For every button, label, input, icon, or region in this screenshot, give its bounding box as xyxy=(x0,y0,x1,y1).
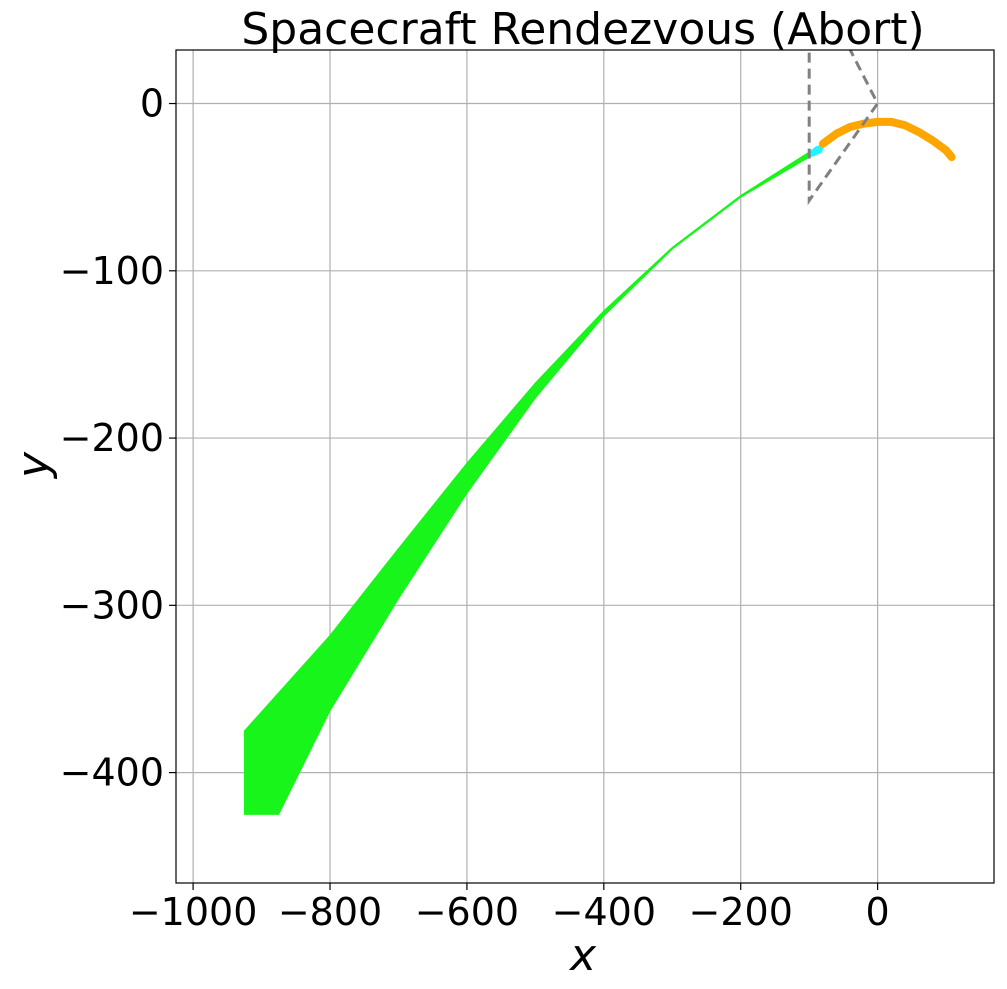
y-axis: 0 −100 −200 −300 −400 xyxy=(60,82,176,795)
chart-title: Spacecraft Rendezvous (Abort) xyxy=(241,4,924,55)
abort-trajectory xyxy=(818,117,956,162)
approach-cone xyxy=(807,50,880,206)
x-tick-label: −800 xyxy=(278,890,382,934)
x-tick-label: −400 xyxy=(552,890,656,934)
plot-area xyxy=(244,50,956,815)
x-tick-label: −200 xyxy=(689,890,793,934)
plot-frame xyxy=(175,49,995,884)
x-axis-label: x xyxy=(568,930,597,981)
x-tick-label: 0 xyxy=(866,890,890,934)
y-tick-label: −300 xyxy=(60,583,164,627)
y-tick-label: −200 xyxy=(60,416,164,460)
x-tick-label: −600 xyxy=(415,890,519,934)
y-tick-label: −100 xyxy=(60,249,164,293)
grid xyxy=(176,50,994,883)
x-tick-label: −1000 xyxy=(129,890,258,934)
y-tick-label: −400 xyxy=(60,751,164,795)
x-axis: −1000 −800 −600 −400 −200 0 xyxy=(129,883,890,934)
y-tick-label: 0 xyxy=(140,82,164,126)
trajectory-band-0 xyxy=(244,151,810,815)
y-axis-label: y xyxy=(8,451,59,480)
